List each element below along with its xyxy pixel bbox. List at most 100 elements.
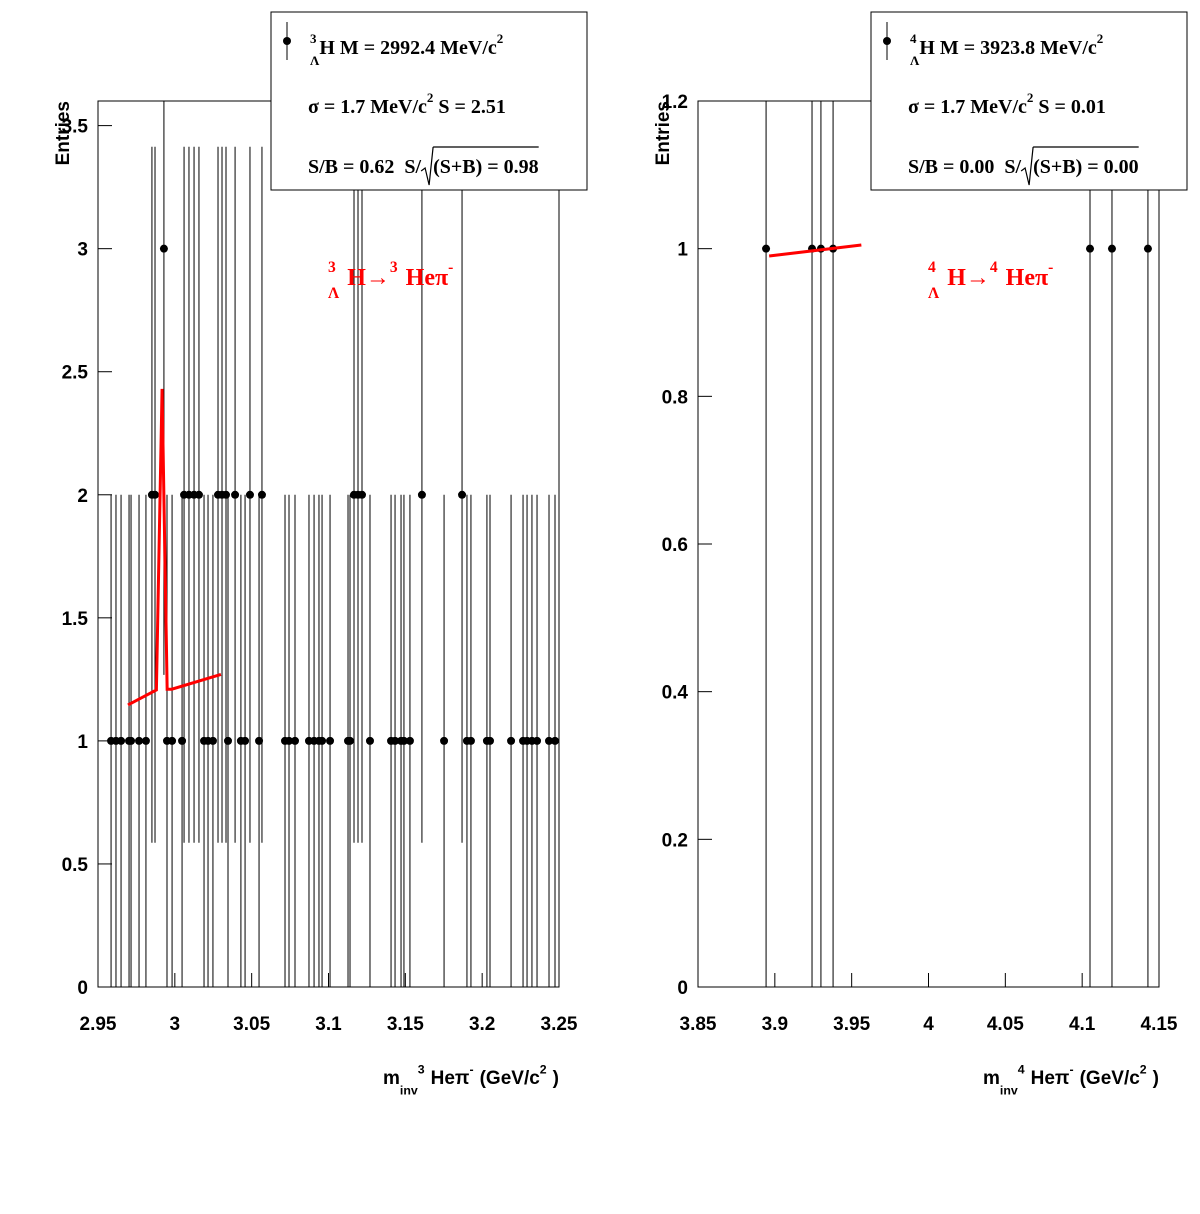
annotation-part: Λ — [928, 285, 940, 302]
y-tick-label: 0.2 — [662, 830, 688, 851]
legend-entry-part: 2 — [1097, 31, 1104, 46]
legend-line-part: S = 0.01 — [1033, 96, 1106, 118]
legend-marker — [283, 37, 291, 45]
x-tick-label: 3 — [170, 1014, 181, 1035]
y-tick-label: 0.8 — [662, 387, 688, 408]
legend-entry-part: 4 — [910, 31, 917, 46]
annotation: 4ΛH→ 4 Heπ - — [928, 259, 1053, 302]
data-point — [440, 736, 449, 745]
data-point — [208, 736, 217, 745]
annotation-part: Heπ — [406, 265, 448, 291]
y-tick-label: 1 — [677, 240, 688, 261]
legend-box — [870, 11, 1188, 191]
x-tick-label: 3.9 — [762, 1014, 788, 1035]
legend-line: σ = 1.7 MeV/c 2 S = 2.51 — [308, 90, 506, 118]
data-point — [194, 490, 203, 499]
data-point — [168, 736, 177, 745]
data-point — [224, 736, 233, 745]
data-point — [486, 736, 495, 745]
legend-entry-part: 3 — [310, 31, 317, 46]
fit-curve — [768, 243, 862, 258]
fit-curve — [127, 388, 222, 707]
data-point — [507, 736, 516, 745]
x-tick-label: 4 — [923, 1014, 934, 1035]
legend-line-part: (S+B) = 0.98 — [433, 156, 539, 178]
annotation-part: H→ — [347, 265, 390, 291]
y-tick-label: 2 — [77, 486, 88, 507]
data-point — [357, 490, 366, 499]
legend-line-part: S = 2.51 — [433, 96, 506, 118]
y-tick-label: 0.4 — [662, 683, 689, 704]
x-tick-label: 3.25 — [541, 1014, 578, 1035]
x-axis-label-part: inv — [1000, 1083, 1018, 1097]
legend-entry: 3 ΛH M = 2992.4 MeV/c 2 — [310, 31, 503, 68]
x-tick-label: 3.2 — [469, 1014, 495, 1035]
legend-line-part: σ = 1.7 MeV/c — [308, 96, 427, 118]
annotation-part: Λ — [328, 285, 340, 302]
y-tick-label: 1 — [77, 732, 88, 753]
radical-sign — [1020, 146, 1034, 186]
x-tick-label: 4.05 — [987, 1014, 1024, 1035]
x-axis-label-part: 3 — [418, 1063, 425, 1077]
y-tick-label: 3.5 — [62, 117, 89, 138]
data-point — [257, 490, 266, 499]
data-point — [231, 490, 240, 499]
x-axis-label-part: ) — [553, 1068, 559, 1089]
x-axis-label-part: 4 — [1018, 1063, 1025, 1077]
annotation-part: 3 — [328, 259, 336, 276]
x-axis-label-part: m — [983, 1068, 1000, 1089]
data-point — [135, 736, 144, 745]
data-point — [762, 244, 771, 253]
x-axis-label-part: - — [469, 1063, 473, 1077]
data-point — [318, 736, 327, 745]
data-points — [107, 101, 559, 987]
data-point — [417, 490, 426, 499]
annotation-part: - — [448, 259, 453, 276]
data-point — [127, 736, 136, 745]
data-point — [551, 736, 559, 745]
legend-line-part: S/B = 0.62 S/ — [308, 156, 422, 178]
x-tick-label: 3.1 — [315, 1014, 342, 1035]
data-point — [222, 490, 231, 499]
legend-entry-part: Λ — [310, 53, 320, 68]
annotation: 3ΛH→ 3 Heπ - — [328, 259, 453, 302]
x-axis-label-part: Heπ — [1031, 1068, 1070, 1089]
data-point — [1107, 244, 1116, 253]
annotation-part: 4 — [990, 259, 998, 276]
legend-line: σ = 1.7 MeV/c 2 S = 0.01 — [908, 90, 1106, 118]
x-tick-label: 3.15 — [387, 1014, 424, 1035]
data-point — [159, 244, 168, 253]
data-point — [405, 736, 414, 745]
annotation-part: 3 — [390, 259, 398, 276]
annotation-part: - — [1048, 259, 1053, 276]
x-axis-label-part: Heπ — [431, 1068, 470, 1089]
data-point — [466, 736, 475, 745]
data-point — [391, 736, 400, 745]
y-tick-label: 3 — [77, 240, 88, 261]
legend-entry-part: 2 — [497, 31, 504, 46]
data-point — [399, 736, 408, 745]
data-point — [545, 736, 554, 745]
legend-box — [270, 11, 588, 191]
legend-entry-part: H M = 2992.4 MeV/c — [319, 37, 497, 59]
y-tick-label: 2.5 — [62, 363, 89, 384]
x-axis-label-part: m — [383, 1068, 400, 1089]
y-tick-label: 1.2 — [662, 92, 688, 113]
x-tick-label: 3.95 — [833, 1014, 870, 1035]
y-tick-label: 0 — [77, 978, 88, 999]
y-tick-label: 0 — [677, 978, 688, 999]
data-point — [346, 736, 355, 745]
data-point — [1086, 244, 1095, 253]
x-tick-label: 3.05 — [233, 1014, 270, 1035]
x-tick-label: 2.95 — [80, 1014, 117, 1035]
data-point — [458, 490, 467, 499]
radical-sign — [420, 146, 434, 186]
legend-entry: 4 ΛH M = 3923.8 MeV/c 2 — [910, 31, 1103, 68]
data-point — [117, 736, 126, 745]
y-axis-label: Entries — [653, 101, 674, 165]
data-point — [178, 736, 187, 745]
